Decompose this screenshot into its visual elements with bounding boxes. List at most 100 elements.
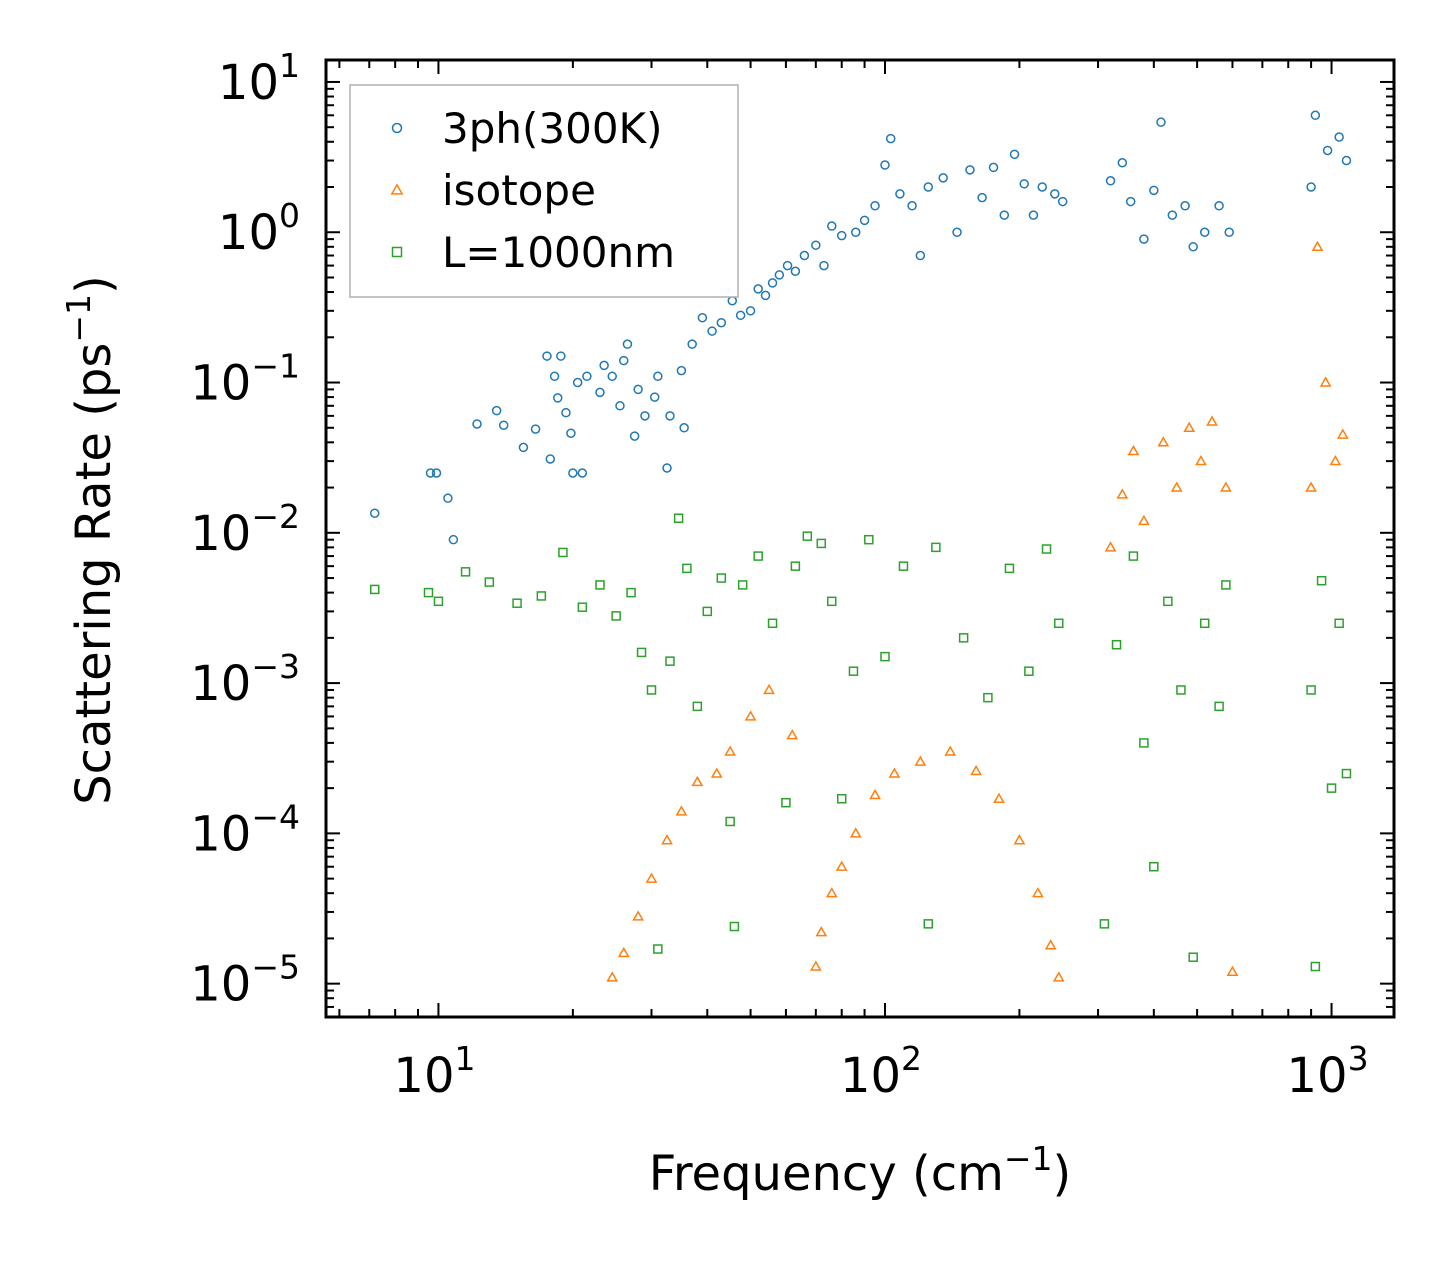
data-point: [988, 162, 999, 173]
axis-ticks: [326, 60, 1394, 1018]
data-point: [745, 306, 756, 316]
data-point: [1104, 541, 1117, 552]
legend-marker: [391, 246, 403, 258]
data-point: [737, 580, 748, 590]
data-point: [1311, 240, 1324, 252]
data-point: [1183, 421, 1196, 432]
data-point: [1117, 158, 1128, 168]
data-point: [1226, 965, 1239, 976]
data-point: [572, 377, 583, 388]
data-point: [1341, 155, 1352, 166]
data-point: [809, 960, 822, 971]
data-point: [653, 371, 663, 382]
data-point: [617, 946, 630, 958]
data-point: [790, 266, 801, 277]
data-point: [1188, 242, 1198, 252]
data-point: [577, 602, 588, 612]
legend-marker: [390, 183, 404, 195]
data-point: [369, 508, 380, 518]
data-point: [993, 792, 1005, 803]
data-point: [512, 598, 522, 608]
data-point: [676, 365, 687, 376]
data-point: [1334, 132, 1344, 142]
data-point: [1127, 444, 1140, 456]
data-point: [1199, 227, 1210, 237]
data-point: [811, 240, 821, 250]
data-point: [1163, 596, 1173, 607]
y-tick-label: 10−1: [190, 347, 300, 412]
data-point: [1341, 768, 1352, 779]
data-point: [1024, 666, 1034, 676]
legend: 3ph(300K) isotope L=1000nm: [349, 84, 739, 298]
data-point: [1052, 971, 1065, 982]
data-point: [460, 567, 471, 577]
data-point: [729, 921, 740, 932]
data-point: [977, 192, 987, 203]
data-point: [536, 591, 547, 601]
data-point: [425, 468, 436, 478]
data-point: [744, 710, 757, 721]
data-point: [433, 596, 444, 607]
data-point: [836, 230, 847, 241]
x-tick-label: 101: [393, 1039, 475, 1104]
data-point: [662, 463, 672, 473]
data-point: [799, 250, 810, 261]
data-point: [895, 189, 905, 199]
y-tick-label: 10−5: [190, 948, 300, 1013]
data-point: [661, 834, 673, 845]
data-point: [727, 296, 738, 306]
data-point: [653, 944, 663, 954]
data-point: [1221, 580, 1231, 590]
data-point: [1322, 145, 1333, 156]
data-point: [1050, 189, 1060, 199]
data-point: [1004, 563, 1015, 574]
data-point: [710, 767, 723, 778]
data-point: [983, 692, 993, 703]
data-point: [472, 419, 482, 429]
data-point: [1139, 738, 1149, 748]
data-point: [1044, 939, 1057, 950]
series-0: [369, 110, 1352, 545]
data-point: [869, 788, 881, 800]
data-point: [1220, 481, 1232, 492]
data-point: [716, 573, 727, 583]
data-point: [646, 685, 657, 695]
data-point: [682, 563, 692, 574]
legend-label: L=1000nm: [442, 228, 675, 277]
data-point: [549, 371, 560, 382]
data-point: [782, 260, 793, 271]
data-point: [835, 860, 848, 871]
data-point: [815, 926, 828, 937]
data-point: [692, 701, 703, 712]
data-point: [1214, 701, 1224, 712]
data-point: [1176, 685, 1186, 695]
data-point: [629, 431, 640, 441]
legend-box: [349, 84, 739, 298]
data-point: [850, 227, 861, 237]
data-point: [848, 666, 859, 676]
legend-label: isotope: [442, 166, 596, 215]
data-point: [880, 160, 890, 170]
plot-frame: [324, 58, 1396, 1019]
data-point: [566, 428, 576, 438]
data-point: [633, 384, 643, 395]
data-point: [1188, 952, 1198, 962]
data-point: [1116, 488, 1129, 499]
series-2: [369, 513, 1352, 972]
data-point: [1149, 185, 1159, 196]
data-point: [735, 310, 746, 321]
x-tick-label: 102: [840, 1039, 922, 1104]
data-point: [1319, 376, 1332, 387]
data-point: [702, 606, 713, 617]
data-point: [1032, 887, 1044, 898]
data-point: [1206, 415, 1218, 426]
data-point: [448, 534, 459, 545]
data-points: [369, 110, 1352, 982]
data-point: [1336, 428, 1349, 439]
x-axis-title: Frequency (cm−1): [649, 1139, 1072, 1202]
data-point: [665, 411, 675, 421]
data-point: [1013, 834, 1026, 845]
data-point: [724, 745, 737, 756]
series-1: [606, 240, 1349, 982]
data-point: [1310, 961, 1321, 972]
